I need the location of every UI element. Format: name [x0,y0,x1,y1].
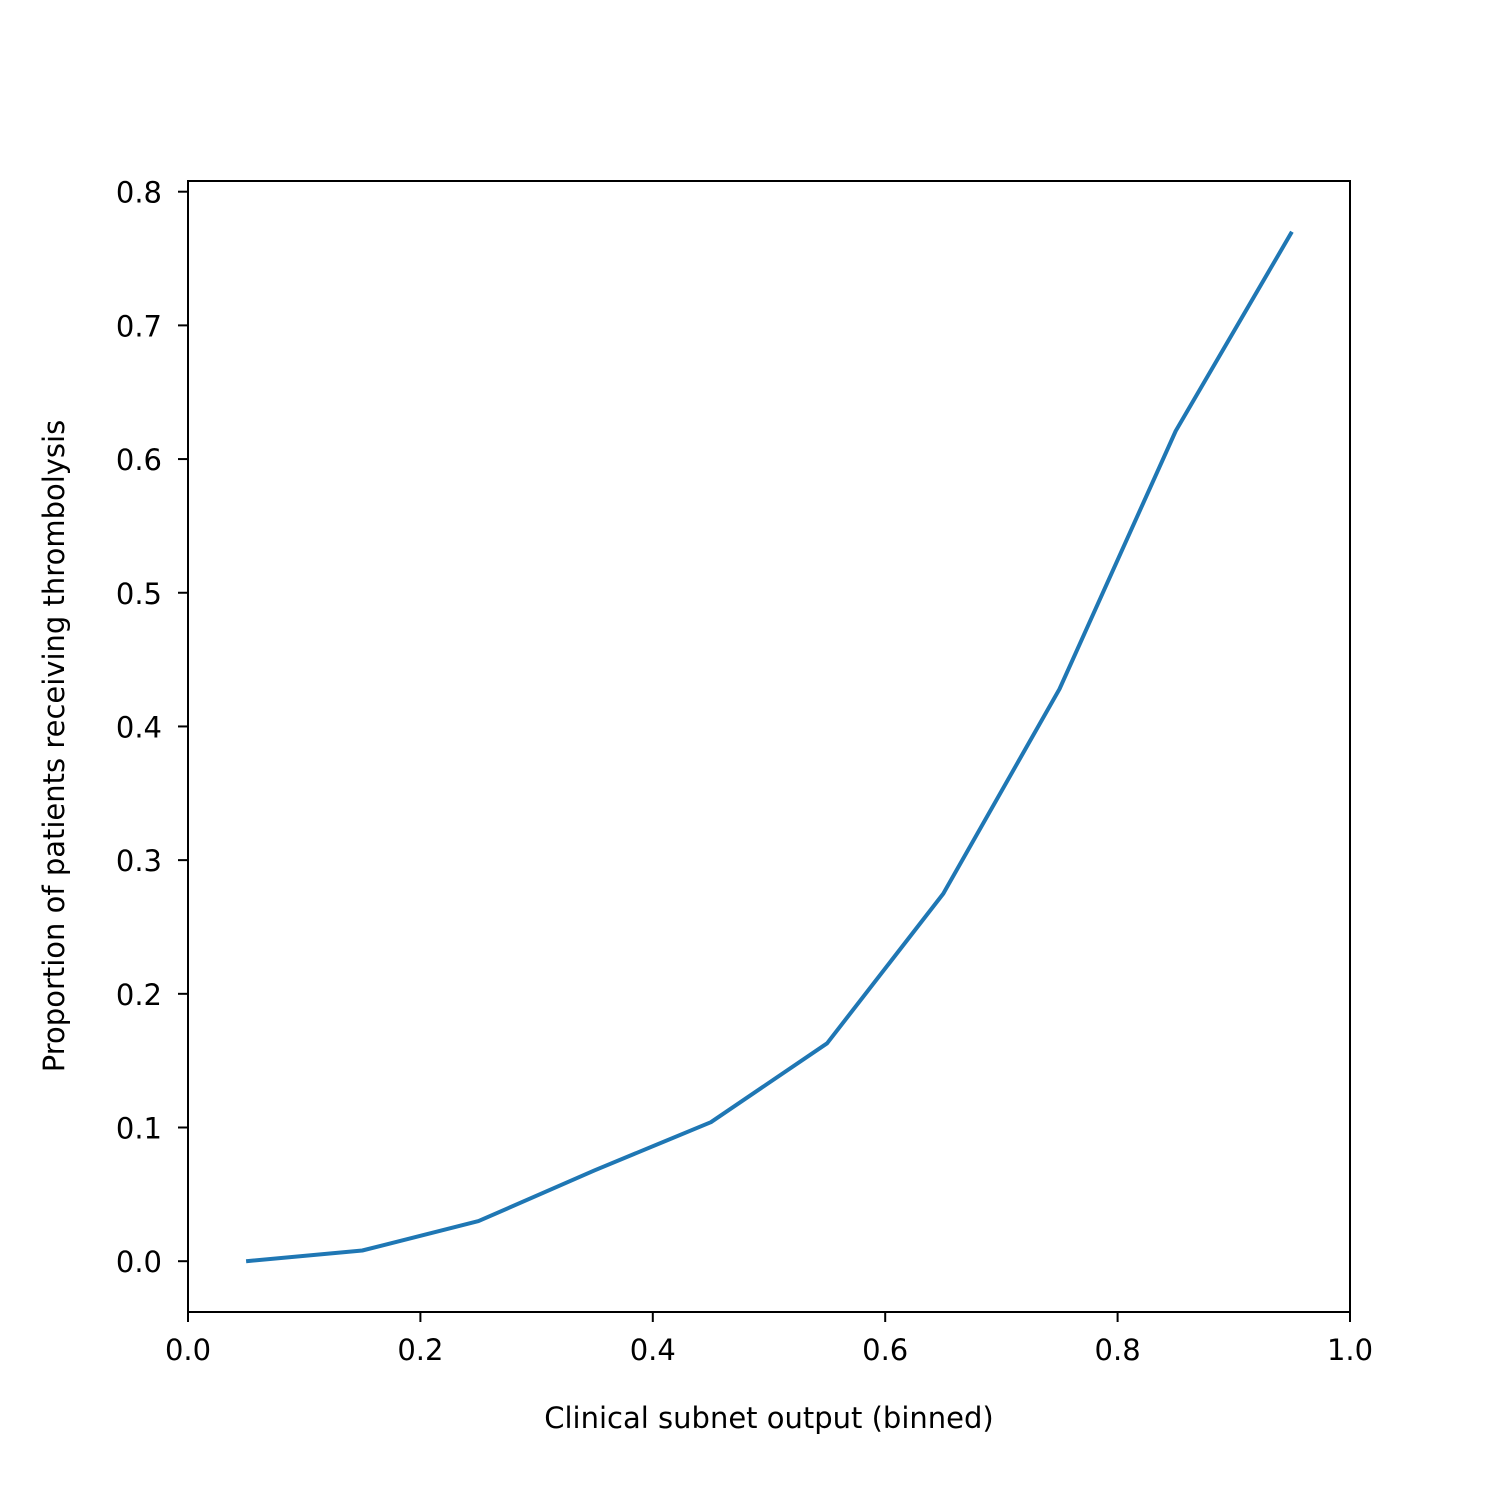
y-axis-label: Proportion of patients receiving thrombo… [37,420,71,1072]
y-tick-label: 0.4 [116,710,162,744]
x-tick-label: 0.4 [630,1333,676,1367]
y-axis: 0.0 0.1 0.2 0.3 0.4 0.5 0.6 0.7 0.8 [116,176,188,1279]
x-axis-label: Clinical subnet output (binned) [544,1401,993,1435]
plot-frame [187,180,1351,1313]
x-tick-label: 1.0 [1327,1333,1373,1367]
x-axis: 0.0 0.2 0.4 0.6 0.8 1.0 [165,1312,1373,1367]
y-tick-label: 0.1 [116,1112,162,1146]
y-tick-label: 0.3 [116,844,162,878]
y-tick-label: 0.6 [116,443,162,477]
x-tick-label: 0.2 [397,1333,443,1367]
y-tick-label: 0.0 [116,1245,162,1279]
x-tick-label: 0.0 [165,1333,211,1367]
y-tick-label: 0.2 [116,978,162,1012]
y-tick-label: 0.5 [116,577,162,611]
series-layer [245,230,1294,1264]
y-tick-label: 0.8 [116,176,162,210]
y-tick-label: 0.7 [116,309,162,343]
series-line [245,230,1294,1264]
x-tick-label: 0.8 [1095,1333,1141,1367]
x-tick-label: 0.6 [862,1333,908,1367]
